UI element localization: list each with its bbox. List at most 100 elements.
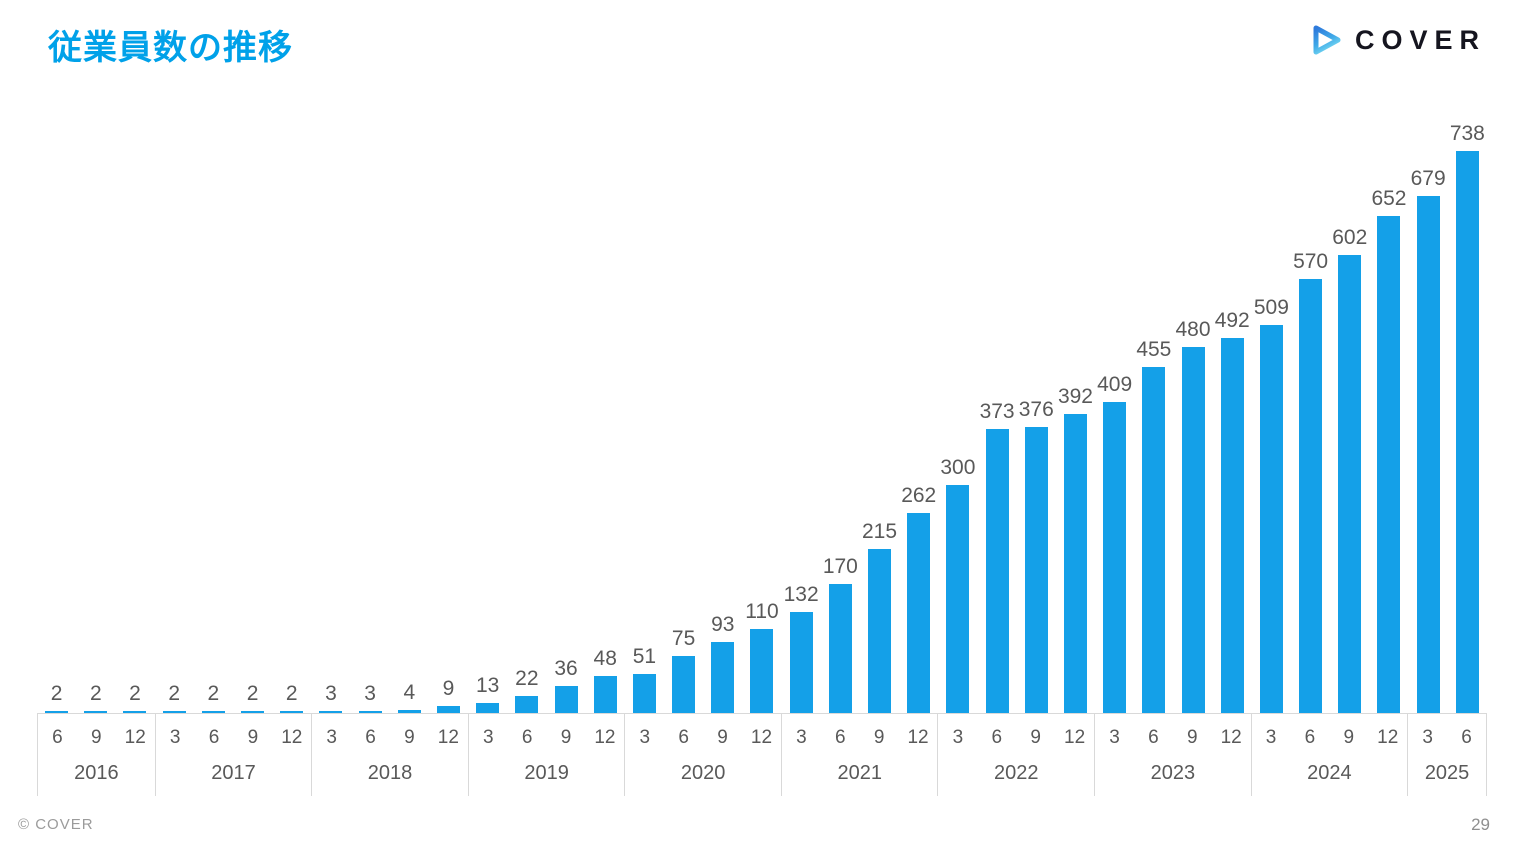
axis-month-label: 9 bbox=[404, 727, 415, 748]
axis-month-label: 9 bbox=[1186, 727, 1198, 748]
bar bbox=[593, 676, 617, 713]
axis-month-label: 9 bbox=[717, 727, 728, 748]
bar-slot-2017-9: 2 bbox=[233, 683, 272, 713]
axis-month-label: 6 bbox=[208, 727, 220, 748]
bar bbox=[1259, 325, 1283, 713]
bar-value-label: 262 bbox=[901, 484, 937, 507]
axis-month-label: 3 bbox=[1109, 727, 1120, 748]
axis-year-group-2024: 3 6 9 12 2024 bbox=[1250, 714, 1408, 796]
bar-slot-2025-6: 738 bbox=[1448, 123, 1487, 713]
axis-month-label: 6 bbox=[365, 727, 376, 748]
bar-value-label: 652 bbox=[1371, 187, 1407, 210]
bar-slot-2024-3: 509 bbox=[1252, 297, 1291, 713]
bar bbox=[45, 711, 69, 713]
bar-value-label: 2 bbox=[168, 682, 180, 705]
bar-value-label: 738 bbox=[1449, 122, 1485, 145]
bar-slot-2022-9: 376 bbox=[1017, 399, 1056, 713]
bar bbox=[672, 656, 696, 713]
bar bbox=[1299, 279, 1323, 713]
axis-year-group-2016: 6 9 12 2016 bbox=[37, 714, 155, 796]
bar bbox=[201, 711, 225, 713]
bar-slot-2018-9: 4 bbox=[390, 682, 429, 713]
bar-slot-2023-12: 492 bbox=[1213, 310, 1252, 713]
axis-month-row: 3 6 9 12 bbox=[156, 714, 312, 747]
bar-value-label: 373 bbox=[979, 400, 1015, 423]
axis-month-label: 3 bbox=[169, 727, 181, 748]
bar-slot-2017-12: 2 bbox=[272, 683, 311, 713]
axis-year-group-2021: 3 6 9 12 2021 bbox=[780, 714, 938, 796]
bar-value-label: 2 bbox=[285, 682, 298, 705]
bar bbox=[907, 513, 931, 713]
bar-value-label: 376 bbox=[1018, 398, 1054, 421]
bar bbox=[1377, 216, 1401, 713]
axis-month-row: 3 6 9 12 bbox=[1252, 714, 1408, 747]
axis-year-group-2023: 3 6 9 12 2023 bbox=[1094, 714, 1251, 796]
bar bbox=[358, 711, 382, 713]
axis-year-label: 2017 bbox=[211, 762, 256, 784]
bar-value-label: 480 bbox=[1175, 318, 1211, 341]
bar bbox=[123, 711, 147, 713]
bar-slot-2021-3: 132 bbox=[782, 584, 821, 713]
bar-slot-2018-6: 3 bbox=[351, 683, 390, 713]
axis-month-row: 3 6 9 12 bbox=[782, 714, 938, 747]
axis-month-label: 12 bbox=[437, 727, 459, 748]
bar bbox=[554, 686, 578, 713]
axis-year-label: 2016 bbox=[74, 762, 119, 784]
bar bbox=[1220, 338, 1244, 713]
bar-value-label: 492 bbox=[1214, 309, 1250, 332]
axis-month-label: 9 bbox=[1343, 727, 1355, 748]
x-axis: 6 9 12 2016 3 6 9 12 2017 3 6 9 12 2018 3 6 9 12 2019 3 6 9 12… bbox=[37, 713, 1487, 796]
axis-month-label: 6 bbox=[521, 727, 533, 748]
logo-wordmark: COVER bbox=[1354, 24, 1486, 55]
bar-slot-2016-9: 2 bbox=[76, 683, 115, 713]
bar-value-label: 170 bbox=[822, 555, 858, 578]
bar-slot-2016-6: 2 bbox=[37, 683, 76, 713]
bar-value-label: 2 bbox=[129, 682, 141, 705]
bar bbox=[1338, 255, 1362, 713]
bar bbox=[946, 485, 970, 713]
axis-year-label: 2022 bbox=[994, 762, 1039, 784]
bar-value-label: 570 bbox=[1293, 250, 1329, 273]
axis-month-label: 3 bbox=[1422, 727, 1433, 748]
axis-month-label: 6 bbox=[1148, 727, 1159, 748]
axis-month-label: 6 bbox=[52, 727, 63, 748]
axis-month-label: 12 bbox=[1220, 727, 1242, 748]
axis-month-label: 3 bbox=[952, 727, 964, 748]
bar bbox=[162, 711, 186, 713]
bar bbox=[868, 549, 892, 713]
bar bbox=[711, 642, 735, 713]
bar-slot-2022-6: 373 bbox=[978, 401, 1017, 713]
page-title: 従業員数の推移 bbox=[48, 29, 293, 67]
bar-value-label: 3 bbox=[325, 682, 337, 705]
axis-month-label: 3 bbox=[639, 727, 651, 748]
bar bbox=[1181, 347, 1205, 713]
bar-value-label: 392 bbox=[1057, 385, 1093, 408]
bar bbox=[84, 711, 108, 713]
axis-year-label: 2025 bbox=[1424, 762, 1470, 784]
bar-slot-2019-3: 13 bbox=[468, 675, 507, 713]
bar-value-label: 3 bbox=[364, 682, 376, 705]
bar-value-label: 4 bbox=[403, 681, 416, 704]
bar-slot-2019-9: 36 bbox=[546, 658, 585, 713]
bar-slot-2019-6: 22 bbox=[507, 668, 546, 713]
bar-value-label: 215 bbox=[862, 520, 898, 543]
bar bbox=[319, 711, 343, 713]
axis-year-label: 2021 bbox=[837, 762, 882, 784]
axis-month-label: 9 bbox=[91, 727, 102, 748]
axis-year-group-2022: 3 6 9 12 2022 bbox=[937, 714, 1094, 796]
play-triangle-icon bbox=[1305, 20, 1345, 60]
axis-month-label: 9 bbox=[873, 727, 885, 748]
bar-value-label: 455 bbox=[1136, 338, 1172, 361]
bar-slot-2016-12: 2 bbox=[115, 683, 154, 713]
bar-slot-2024-12: 652 bbox=[1369, 188, 1408, 713]
bar-value-label: 132 bbox=[783, 583, 819, 606]
axis-month-label: 12 bbox=[750, 727, 773, 748]
bar bbox=[280, 711, 304, 713]
bar bbox=[436, 706, 460, 713]
axis-year-group-2017: 3 6 9 12 2017 bbox=[154, 714, 312, 796]
bar bbox=[985, 429, 1009, 713]
axis-month-row: 6 9 12 bbox=[38, 714, 155, 747]
axis-year-group-2020: 3 6 9 12 2020 bbox=[624, 714, 781, 796]
bar bbox=[1103, 402, 1127, 713]
